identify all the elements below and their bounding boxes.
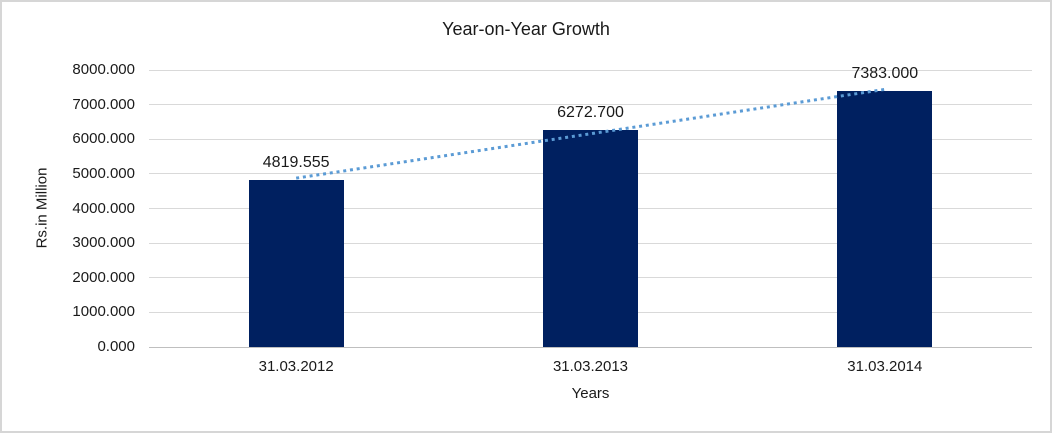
y-tick-label: 6000.000: [72, 130, 135, 148]
x-axis-line: [149, 346, 1032, 348]
gridline: [149, 69, 1032, 71]
y-tick-label: 7000.000: [72, 95, 135, 113]
y-tick-label: 8000.000: [72, 61, 135, 78]
y-tick-label: 5000.000: [72, 164, 135, 182]
x-tick-label: 31.03.2012: [258, 358, 334, 375]
y-tick-label: 1000.000: [72, 303, 135, 321]
y-tick-label: 0.000: [97, 338, 135, 355]
x-axis-title: Years: [571, 385, 610, 402]
bar-value-label: 7383.000: [851, 65, 919, 83]
bar-value-label: 6272.700: [557, 103, 624, 121]
y-tick-label: 3000.000: [72, 234, 135, 252]
bar: [543, 129, 638, 347]
y-tick-label: 4000.000: [72, 199, 135, 217]
bar-value-label: 4819.555: [262, 154, 330, 172]
chart-title: Year-on-Year Growth: [442, 19, 610, 39]
x-tick-label: 31.03.2014: [847, 358, 923, 375]
bar: [837, 91, 933, 347]
x-tick-label: 31.03.2013: [552, 358, 629, 375]
y-tick-label: 2000.000: [72, 268, 135, 286]
bar: [248, 180, 344, 347]
